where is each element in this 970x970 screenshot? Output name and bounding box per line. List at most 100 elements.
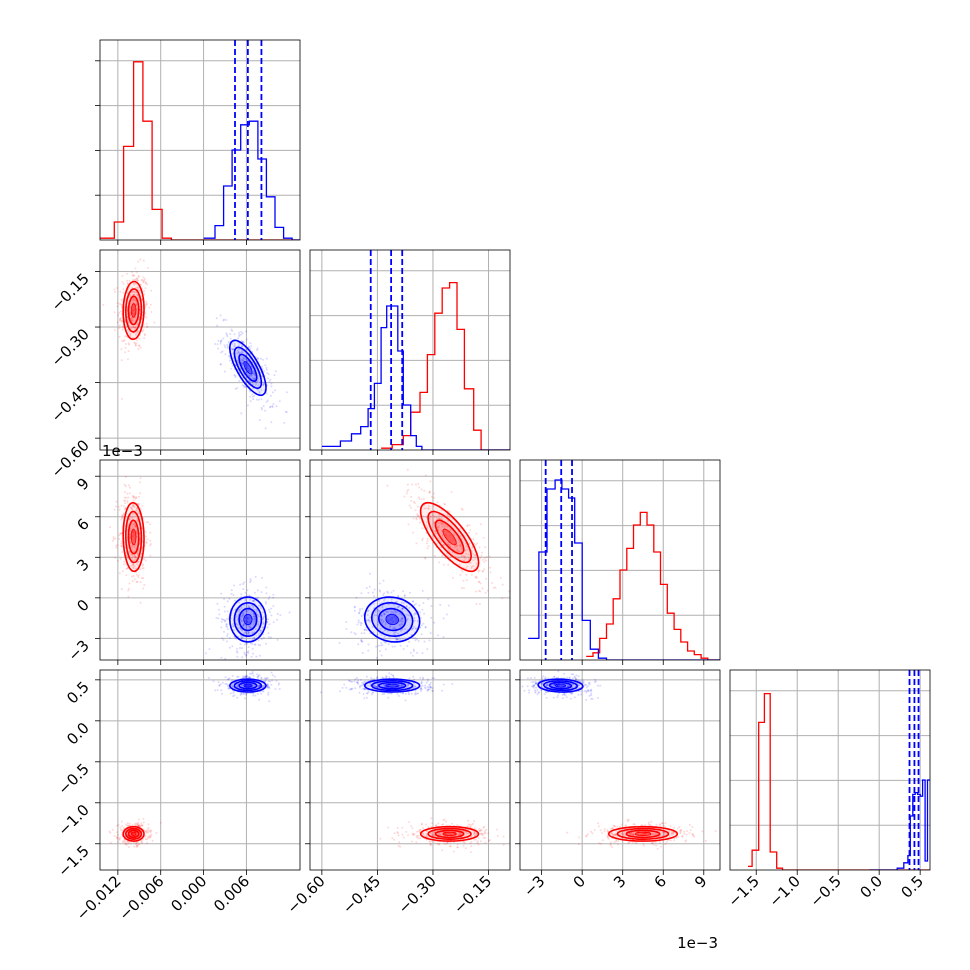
scatter-point	[135, 563, 138, 566]
scatter-point	[386, 484, 389, 487]
scatter-point	[240, 684, 243, 687]
scatter-point	[128, 551, 131, 554]
scatter-point	[250, 365, 253, 368]
scatter-point	[142, 563, 144, 566]
histogram-blue-0	[203, 120, 300, 240]
scatter-point	[380, 614, 383, 617]
scatter-point	[224, 657, 227, 660]
scatter-point	[125, 823, 127, 826]
scatter-point	[143, 333, 146, 336]
scatter-point	[236, 618, 239, 621]
scatter-point	[678, 825, 681, 828]
scatter-point	[132, 505, 134, 508]
scatter-point	[134, 555, 137, 558]
scatter-point	[590, 690, 593, 693]
scatter-point	[147, 267, 150, 269]
scatter-point	[502, 843, 505, 846]
scatter-point	[384, 648, 387, 651]
scatter-point	[373, 588, 376, 591]
scatter-point	[399, 684, 402, 687]
scatter-point	[246, 617, 249, 620]
scatter-point	[264, 600, 267, 603]
scatter-point	[131, 299, 134, 302]
scatter-point	[382, 579, 385, 582]
scatter-point	[362, 687, 365, 690]
scatter-point	[462, 840, 465, 843]
scatter-point	[414, 692, 417, 695]
scatter-point	[241, 359, 244, 362]
scatter-point	[244, 385, 247, 388]
scatter-point	[126, 492, 129, 495]
scatter-point	[463, 555, 466, 558]
scatter-point	[145, 300, 148, 303]
scatter-point	[428, 684, 431, 687]
scatter-point	[242, 624, 245, 627]
scatter-point	[114, 291, 117, 293]
scatter-point	[275, 405, 278, 408]
scatter-point	[242, 612, 245, 615]
scatter-point	[487, 832, 490, 835]
scatter-point	[262, 622, 265, 625]
scatter-point	[432, 833, 435, 836]
contour-blue-2	[548, 681, 573, 690]
scatter-point	[475, 577, 478, 580]
scatter-point	[468, 542, 471, 545]
scatter-point	[268, 623, 271, 626]
scatter-point	[448, 516, 451, 519]
scatter-point	[134, 822, 137, 825]
scatter-point	[236, 351, 239, 354]
scatter-point	[388, 692, 391, 695]
scatter-point	[217, 347, 220, 350]
scatter-point	[358, 691, 361, 694]
scatter-point	[140, 839, 142, 842]
scatter-point	[356, 623, 359, 626]
scatter-point	[233, 342, 236, 345]
contour-blue-3	[554, 683, 567, 688]
scatter-point	[138, 289, 141, 292]
scatter-point	[236, 684, 238, 687]
scatter-point	[135, 573, 138, 576]
scatter-point	[431, 687, 434, 690]
scatter-point	[256, 347, 259, 350]
scatter-point	[471, 565, 474, 568]
scatter-point	[480, 829, 483, 832]
scatter-point	[220, 618, 223, 620]
scatter-point	[429, 840, 432, 843]
scatter-point	[397, 605, 400, 608]
scatter-point	[249, 400, 252, 402]
scatter-point	[533, 676, 536, 679]
scatter-point	[433, 521, 435, 524]
scatter-point	[131, 312, 134, 315]
scatter-point	[257, 639, 260, 642]
scatter-point	[239, 618, 242, 621]
scatter-point	[258, 698, 261, 701]
scatter-point	[365, 619, 368, 622]
scatter-point	[131, 555, 134, 558]
scatter-point	[268, 608, 270, 611]
scatter-point	[437, 634, 439, 637]
scatter-point	[533, 684, 536, 687]
scatter-point	[685, 830, 688, 833]
scatter-point	[557, 684, 560, 687]
scatter-point	[418, 604, 421, 607]
scatter-point	[128, 841, 130, 844]
scatter-point	[223, 620, 226, 623]
scatter-point	[345, 621, 348, 623]
scatter-point	[131, 553, 134, 556]
scatter-point	[406, 617, 409, 620]
scatter-point	[144, 535, 147, 538]
scatter-point	[642, 832, 645, 835]
scatter-point	[278, 400, 281, 403]
scatter-point	[120, 320, 123, 323]
scatter-point	[447, 543, 449, 546]
scatter-point	[124, 842, 127, 845]
scatter-point	[391, 645, 394, 648]
scatter-point	[609, 844, 612, 847]
scatter-point	[131, 553, 134, 556]
scatter-point	[132, 496, 135, 499]
scatter-point	[112, 536, 115, 539]
scatter-point	[230, 593, 233, 595]
scatter-point	[427, 505, 430, 508]
contour-blue-1	[233, 602, 263, 638]
scatter-point	[358, 685, 361, 688]
